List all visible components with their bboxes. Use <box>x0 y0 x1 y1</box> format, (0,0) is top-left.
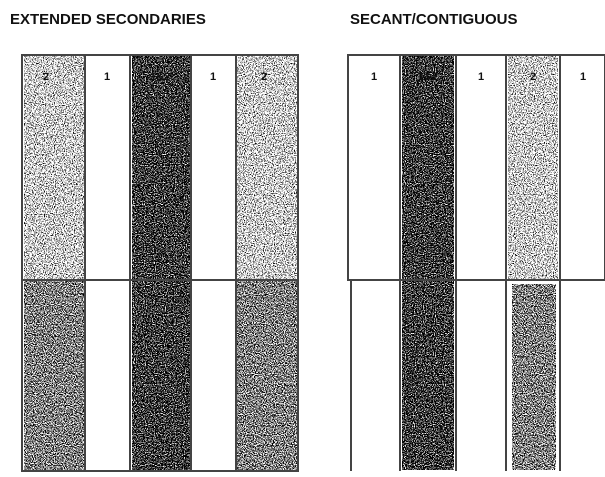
right-wall: 1 1&2 1 2 1 <box>348 55 605 471</box>
pile <box>237 56 297 280</box>
pile <box>402 56 454 470</box>
pile <box>24 280 84 470</box>
left-wall: 2 1 1&2 1 2 <box>22 55 298 471</box>
pile-label: 2 <box>530 71 536 83</box>
pile <box>508 56 558 280</box>
pile-label: 2 <box>43 71 49 83</box>
right-title: SECANT/CONTIGUOUS <box>350 11 518 28</box>
pile-label: 1 <box>478 71 484 83</box>
pile-label: 1 <box>210 71 216 83</box>
pile-label: 1&2 <box>418 71 438 83</box>
pile-label: 1&2 <box>150 71 170 83</box>
pile-label: 1 <box>580 71 586 83</box>
pile-label: 1 <box>104 71 110 83</box>
pile <box>512 284 556 470</box>
pile <box>24 56 84 280</box>
wall-outline <box>348 55 605 280</box>
pile-label: 1 <box>371 71 377 83</box>
left-title: EXTENDED SECONDARIES <box>10 11 206 28</box>
pile <box>132 56 190 470</box>
pile-label: 2 <box>261 71 267 83</box>
pile <box>237 280 297 470</box>
diagram: EXTENDED SECONDARIES SECANT/CONTIGUOUS 2… <box>0 0 605 477</box>
